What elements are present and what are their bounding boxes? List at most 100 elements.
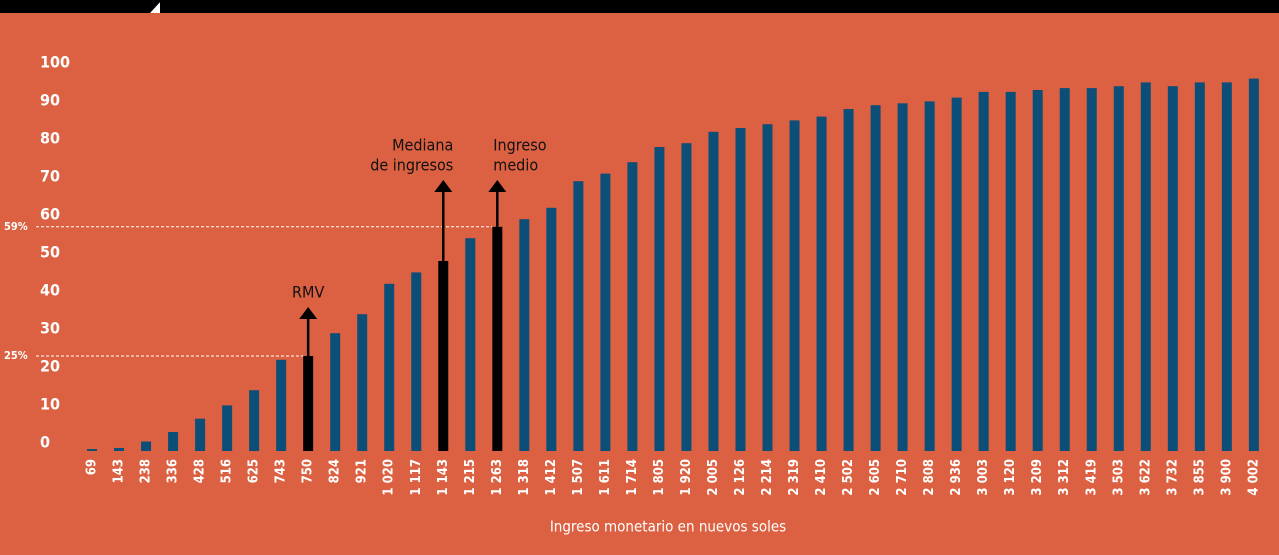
reference-label: 59% [4, 220, 28, 233]
x-tick-label: 1 215 [463, 459, 478, 496]
x-tick-label: 238 [139, 459, 154, 483]
annotation-arrowhead [434, 180, 453, 192]
bar [951, 97, 962, 451]
bar [870, 105, 881, 451]
y-tick-label: 100 [40, 53, 70, 72]
x-tick-label: 1 117 [409, 459, 424, 496]
y-tick-label: 90 [40, 91, 60, 110]
bar [1221, 82, 1232, 452]
x-tick-label: 1 318 [517, 459, 532, 496]
x-tick-label: 1 805 [652, 459, 667, 496]
bar [816, 116, 827, 451]
x-tick-label: 2 502 [841, 459, 856, 496]
x-tick-label: 1 611 [598, 459, 613, 496]
x-tick-label: 2 808 [922, 459, 937, 496]
x-tick-label: 2 126 [733, 459, 748, 496]
bar [1059, 88, 1070, 451]
bar [627, 162, 638, 451]
x-tick-label: 2 214 [760, 459, 775, 496]
x-tick-label: 1 920 [679, 459, 694, 496]
x-tick-label: 4 002 [1246, 459, 1261, 496]
x-tick-label: 1 263 [490, 459, 505, 496]
y-tick-label: 40 [40, 281, 60, 300]
bar [168, 432, 179, 451]
x-tick-label: 3 900 [1219, 459, 1234, 496]
x-tick-label: 2 005 [706, 459, 721, 496]
x-tick-label: 625 [247, 459, 262, 483]
bar [519, 219, 530, 451]
x-tick-label: 2 410 [814, 459, 829, 496]
bar [1005, 91, 1016, 452]
bar [654, 147, 665, 451]
bar [1032, 90, 1043, 451]
bar [249, 390, 260, 451]
x-tick-label: 336 [166, 459, 181, 483]
y-tick-label: 20 [40, 357, 60, 376]
x-tick-label: 3 003 [976, 459, 991, 496]
y-tick-label: 30 [40, 319, 60, 338]
bar [330, 333, 341, 451]
bar [195, 418, 206, 451]
bar [114, 447, 125, 451]
y-tick-label: 0 [40, 433, 50, 452]
x-tick-label: 143 [112, 459, 127, 483]
x-tick-label: 1 507 [571, 459, 586, 496]
bar [573, 181, 584, 451]
bar [789, 120, 800, 452]
x-tick-label: 2 710 [895, 459, 910, 496]
x-tick-label: 2 605 [868, 459, 883, 496]
annotation-text: Mediana [392, 136, 453, 155]
annotation-arrowhead [299, 307, 318, 319]
y-tick-label: 80 [40, 129, 60, 148]
bar [681, 143, 692, 451]
bar [735, 128, 746, 451]
bar [1167, 86, 1178, 451]
bar [303, 356, 314, 451]
x-tick-label: 1 143 [436, 459, 451, 496]
y-tick-label: 70 [40, 167, 60, 186]
bar [1194, 82, 1205, 452]
bar [141, 441, 152, 451]
x-tick-label: 69 [85, 459, 100, 475]
bar [762, 124, 773, 451]
x-tick-label: 743 [274, 459, 289, 483]
bar [276, 359, 287, 451]
bar [411, 272, 422, 451]
bar [978, 91, 989, 452]
bar [1140, 82, 1151, 452]
y-tick-label: 50 [40, 243, 60, 262]
annotation-text: RMV [292, 283, 324, 302]
x-axis-label: Ingreso monetario en nuevos soles [550, 518, 786, 536]
annotation-text: Ingreso [493, 136, 546, 155]
x-tick-label: 3 312 [1057, 459, 1072, 496]
bar [438, 261, 449, 451]
bar [492, 226, 503, 451]
annotation-text: medio [493, 156, 538, 175]
x-tick-label: 750 [301, 459, 316, 483]
x-tick-label: 824 [328, 459, 343, 483]
bar [465, 238, 476, 451]
x-tick-label: 3 622 [1138, 459, 1153, 496]
x-tick-label: 2 319 [787, 459, 802, 496]
bar [1086, 88, 1097, 451]
x-tick-label: 921 [355, 459, 370, 483]
x-tick-label: 3 209 [1030, 459, 1045, 496]
annotation-arrowhead [488, 180, 507, 192]
bar [1248, 78, 1259, 451]
bar [384, 283, 395, 451]
x-tick-label: 3 120 [1003, 459, 1018, 496]
reference-label: 25% [4, 349, 28, 362]
x-tick-label: 428 [193, 459, 208, 483]
bar [924, 101, 935, 452]
x-tick-label: 3 419 [1084, 459, 1099, 496]
x-tick-label: 3 732 [1165, 459, 1180, 496]
bar [87, 449, 98, 451]
bar [1113, 86, 1124, 451]
bar [843, 109, 854, 451]
x-tick-label: 2 936 [949, 459, 964, 496]
bar [897, 103, 908, 452]
y-tick-label: 60 [40, 205, 60, 224]
annotation-text: de ingresos [370, 156, 453, 175]
bar [708, 131, 719, 452]
